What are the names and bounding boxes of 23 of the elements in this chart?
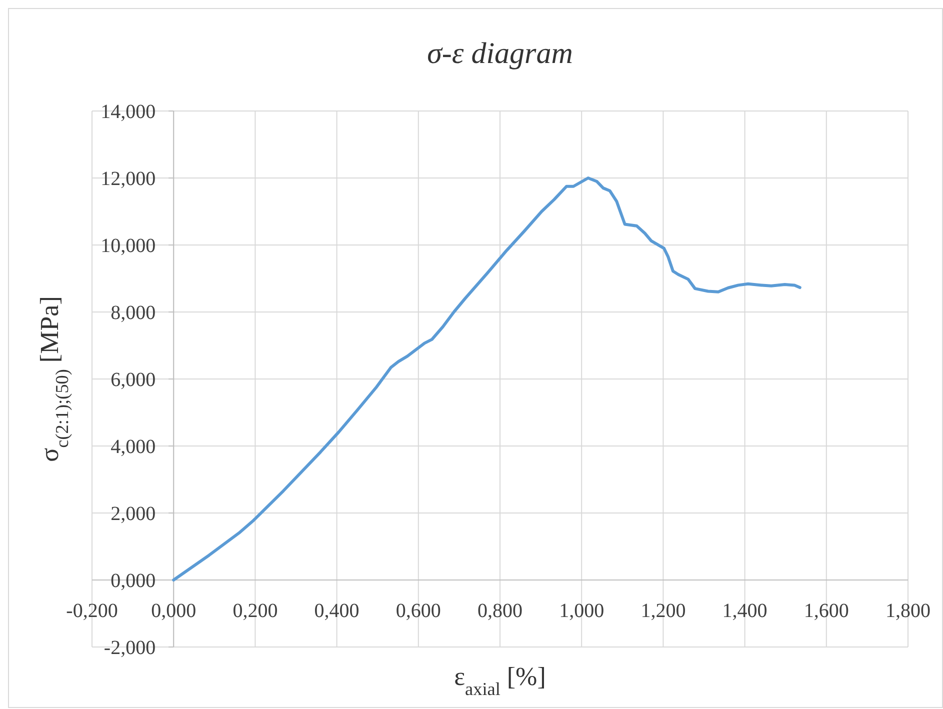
x-tick-label: 0,600 <box>396 600 441 622</box>
y-tick-label: 12,000 <box>100 168 156 190</box>
x-tick-label: 0,400 <box>314 600 360 622</box>
line-series <box>172 176 802 582</box>
y-tick-label: 14,000 <box>100 101 156 123</box>
x-tick-label: 0,000 <box>151 600 196 622</box>
x-axis-title: ε$_{axial}$ [%] <box>454 662 546 699</box>
x-tick-label: 0,200 <box>232 600 278 622</box>
x-tick-label: 1,000 <box>559 600 604 622</box>
x-tick-label: -0,200 <box>66 600 118 622</box>
x-tick-label: 1,600 <box>804 600 849 622</box>
x-tick-label: 1,200 <box>640 600 686 622</box>
x-tick-label: 1,400 <box>722 600 768 622</box>
y-tick-label: 6,000 <box>110 369 156 391</box>
y-tick-label: 4,000 <box>110 436 156 458</box>
x-tick-label: 1,800 <box>886 600 930 622</box>
y-tick-label: -2,000 <box>104 637 156 659</box>
y-tick-label: 8,000 <box>110 302 156 324</box>
x-tick-label: 0,800 <box>478 600 522 622</box>
y-tick-label: 2,000 <box>110 503 156 525</box>
y-tick-label: 10,000 <box>100 235 156 257</box>
chart-title: σ-ε diagram <box>427 37 573 70</box>
y-tick-label: 0,000 <box>110 570 156 592</box>
